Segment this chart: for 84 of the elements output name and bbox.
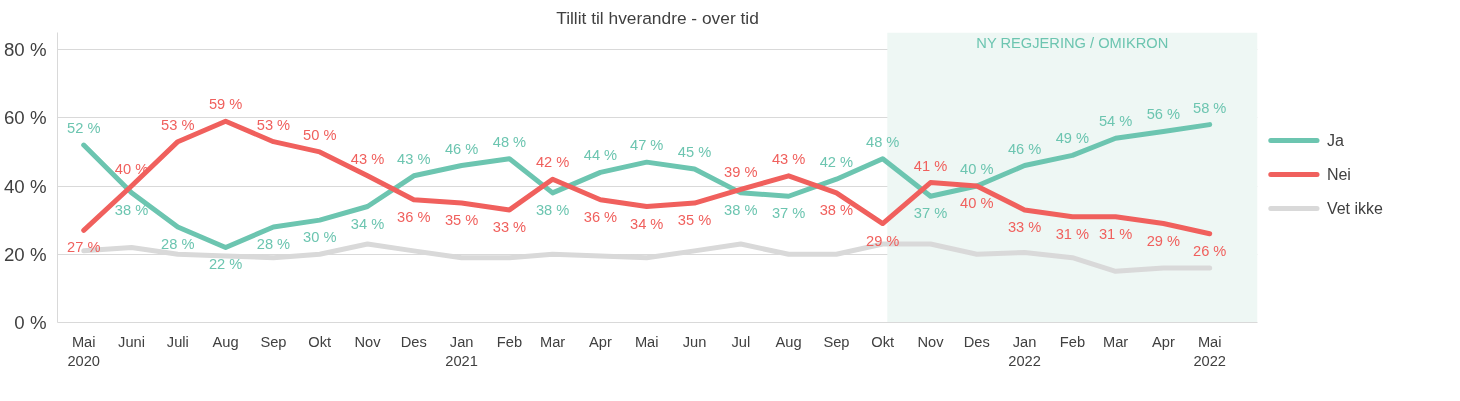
x-tick-label: Apr — [589, 333, 612, 350]
data-label: 41 % — [913, 157, 948, 174]
data-label: 52 % — [67, 120, 101, 137]
data-label: 35 % — [677, 212, 712, 229]
x-tick-label: Jan 2021 — [445, 333, 478, 369]
x-tick-label: Jun — [682, 333, 707, 350]
data-label: 27 % — [67, 239, 101, 256]
data-label: 28 % — [161, 235, 195, 252]
data-label: 48 % — [492, 133, 527, 150]
data-label: 49 % — [1055, 130, 1090, 147]
data-label: 59 % — [208, 96, 243, 113]
data-label: 48 % — [865, 133, 900, 150]
data-label: 29 % — [865, 232, 900, 249]
data-label: 26 % — [1192, 242, 1227, 259]
data-label: 40 % — [960, 195, 994, 212]
data-label: 54 % — [1098, 113, 1133, 130]
data-label: 46 % — [1007, 140, 1042, 157]
data-label: 38 % — [724, 201, 758, 218]
data-label: 29 % — [1146, 232, 1181, 249]
x-tick-label: Nov — [917, 333, 945, 350]
x-tick-label: Mar — [540, 333, 566, 350]
data-label: 22 % — [208, 256, 243, 273]
x-tick-label: Aug — [212, 333, 239, 350]
x-tick-label: Des — [963, 333, 990, 350]
data-label: 43 % — [397, 150, 431, 167]
band-label: NY REGJERING / OMIKRON — [976, 34, 1169, 51]
x-tick-label: Aug — [775, 333, 802, 350]
x-tick-label: Okt — [871, 333, 895, 350]
data-label: 36 % — [397, 208, 431, 225]
x-tick-label: Des — [400, 333, 427, 350]
x-tick-label: Mar — [1102, 333, 1129, 350]
x-tick-label: Sep — [260, 333, 287, 350]
data-label: 44 % — [583, 147, 618, 164]
y-tick-label: 0 % — [14, 312, 47, 333]
x-tick-label: Okt — [308, 333, 332, 350]
data-label: 33 % — [492, 218, 527, 235]
x-tick-label: Mai — [634, 333, 659, 350]
data-label: 28 % — [256, 235, 291, 252]
data-label: 33 % — [1007, 218, 1042, 235]
data-label: 37 % — [913, 205, 948, 222]
x-tick-label: Feb — [1059, 333, 1086, 350]
x-tick-label: Juli — [166, 333, 189, 350]
data-label: 31 % — [1055, 225, 1090, 242]
x-tick-label: Jan 2022 — [1008, 333, 1041, 369]
data-label: 53 % — [161, 116, 195, 133]
legend-label: Ja — [1326, 131, 1344, 149]
data-label: 38 % — [535, 201, 570, 218]
data-label: 53 % — [256, 116, 291, 133]
data-label: 34 % — [630, 215, 664, 232]
y-tick-label: 60 % — [3, 107, 47, 129]
x-tick-label: Mai 2022 — [1193, 333, 1226, 369]
x-tick-label: Feb — [496, 333, 523, 350]
data-label: 50 % — [303, 126, 337, 143]
data-label: 31 % — [1098, 225, 1133, 242]
data-label: 39 % — [724, 164, 758, 181]
data-label: 43 % — [350, 150, 385, 167]
x-tick-label: Apr — [1152, 333, 1175, 350]
data-label: 42 % — [535, 154, 570, 171]
data-label: 34 % — [350, 215, 385, 232]
data-label: 56 % — [1146, 106, 1181, 123]
y-tick-label: 80 % — [3, 39, 47, 61]
data-label: 35 % — [444, 212, 479, 229]
data-label: 58 % — [1192, 99, 1227, 116]
data-label: 45 % — [677, 143, 712, 160]
data-label: 46 % — [444, 140, 479, 157]
data-label: 40 % — [960, 161, 994, 178]
x-tick-label: Juni — [118, 333, 145, 350]
data-label: 47 % — [630, 137, 664, 154]
chart-title: Tillit til hverandre - over tid — [556, 7, 759, 28]
x-tick-label: Jul — [731, 333, 751, 350]
legend-label: Vet ikke — [1326, 200, 1384, 218]
legend-label: Nei — [1326, 166, 1351, 183]
data-label: 30 % — [303, 229, 337, 246]
x-tick-label: Nov — [354, 333, 382, 350]
data-label: 36 % — [583, 208, 618, 225]
x-tick-label: Sep — [823, 333, 850, 350]
y-tick-label: 40 % — [3, 175, 47, 197]
y-tick-label: 20 % — [3, 243, 47, 265]
data-label: 38 % — [819, 201, 854, 218]
data-label: 37 % — [771, 205, 806, 222]
data-label: 43 % — [771, 150, 806, 167]
data-label: 42 % — [819, 154, 854, 171]
x-tick-label: Mai 2020 — [67, 333, 101, 369]
data-label: 38 % — [114, 201, 149, 218]
